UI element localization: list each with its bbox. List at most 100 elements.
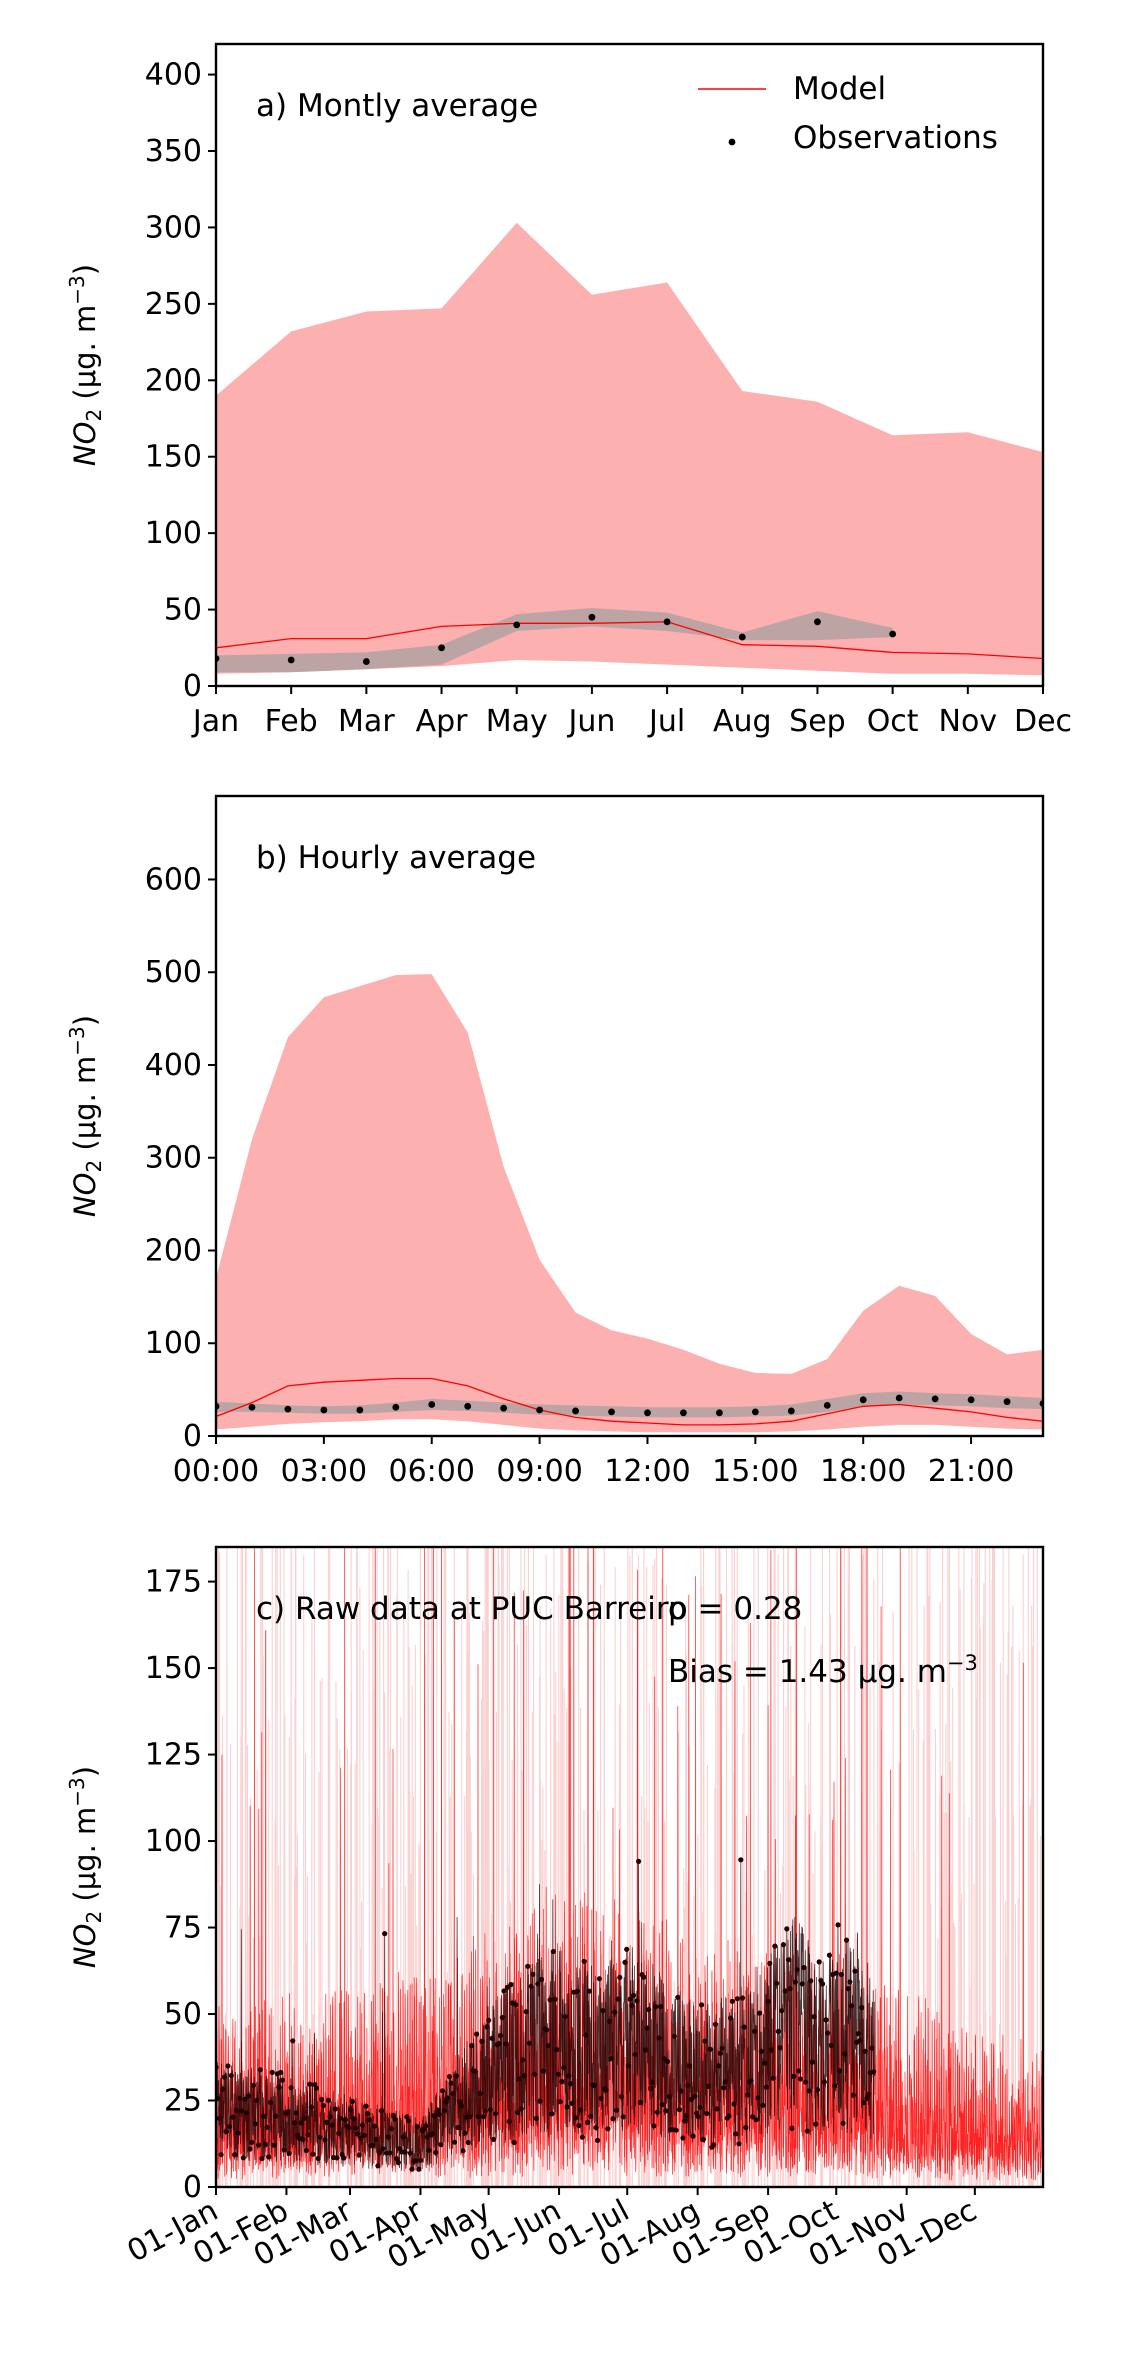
y-tick-label: 125 bbox=[145, 1738, 202, 1773]
observation-point bbox=[302, 2115, 308, 2121]
observation-point bbox=[453, 2073, 459, 2079]
observation-point bbox=[378, 2108, 384, 2114]
observation-point bbox=[663, 2108, 669, 2114]
observation-point bbox=[503, 2041, 509, 2047]
observation-point bbox=[462, 2130, 468, 2136]
observation-point bbox=[774, 1980, 780, 1986]
observation-point bbox=[743, 2124, 749, 2131]
x-tick-label: Jan bbox=[191, 704, 239, 739]
observation-point bbox=[637, 2099, 643, 2105]
observation-point bbox=[315, 2155, 321, 2162]
observation-point bbox=[356, 2152, 362, 2158]
observation-point bbox=[840, 2120, 846, 2126]
observation-point bbox=[792, 1979, 799, 1985]
observation-point bbox=[785, 1957, 792, 1963]
observation-point bbox=[607, 2018, 613, 2024]
panel-title: b) Hourly average bbox=[256, 840, 536, 876]
observation-point bbox=[521, 2073, 528, 2079]
observation-point bbox=[370, 2142, 376, 2148]
observation-point bbox=[750, 2114, 756, 2120]
observation-point bbox=[561, 2065, 567, 2071]
observation-point bbox=[675, 1994, 681, 2000]
y-tick-label: 150 bbox=[145, 440, 202, 475]
observation-point bbox=[835, 1922, 841, 1928]
x-tick-label: Apr bbox=[416, 704, 469, 739]
observation-point bbox=[588, 2113, 594, 2119]
observation-point bbox=[647, 2085, 654, 2091]
observation-point bbox=[811, 2014, 817, 2020]
observation-point bbox=[317, 2134, 323, 2140]
observation-point bbox=[291, 2120, 297, 2126]
observation-point bbox=[441, 2107, 447, 2114]
observation-point bbox=[443, 2099, 449, 2105]
observation-point bbox=[741, 2024, 747, 2030]
observation-point bbox=[423, 2123, 429, 2129]
observation-point bbox=[758, 2048, 764, 2054]
observation-point bbox=[257, 2067, 263, 2073]
x-tick-label: Nov bbox=[939, 704, 998, 739]
observation-point bbox=[334, 2155, 340, 2161]
legend-model-label: Model bbox=[793, 71, 886, 107]
observation-point bbox=[460, 2148, 466, 2154]
observation-point bbox=[683, 2112, 689, 2119]
observation-point bbox=[233, 2107, 239, 2113]
observation-point bbox=[838, 1971, 845, 1978]
observation-point bbox=[736, 2141, 742, 2147]
observation-point bbox=[869, 2045, 875, 2051]
observation-point bbox=[436, 2111, 442, 2117]
observation-point bbox=[221, 2074, 228, 2080]
observation-point bbox=[695, 2114, 701, 2120]
observation-point bbox=[813, 2121, 819, 2127]
observation-point bbox=[390, 2112, 396, 2118]
observation-point bbox=[545, 2043, 551, 2049]
observation-point bbox=[697, 2104, 703, 2110]
x-tick-label: Jun bbox=[566, 704, 615, 739]
observation-point bbox=[576, 2122, 582, 2129]
observation-point bbox=[578, 2107, 584, 2113]
observation-point bbox=[267, 2099, 274, 2105]
observation-point bbox=[501, 1988, 507, 1994]
observation-point bbox=[319, 2096, 325, 2103]
observation-point bbox=[286, 2150, 292, 2156]
observation-point bbox=[625, 2063, 632, 2069]
observation-point bbox=[426, 2147, 432, 2153]
observation-point bbox=[595, 2137, 601, 2143]
observation-point bbox=[489, 2035, 495, 2041]
observation-point bbox=[651, 2123, 657, 2129]
observation-point bbox=[377, 2150, 383, 2156]
x-tick-label: 09:00 bbox=[496, 1454, 582, 1489]
observation-point bbox=[458, 2103, 464, 2109]
y-tick-label: 100 bbox=[145, 1824, 202, 1859]
observation-point bbox=[644, 2025, 650, 2031]
observation-point bbox=[465, 2139, 471, 2146]
observation-point bbox=[567, 2081, 574, 2087]
observation-point bbox=[227, 2123, 233, 2130]
observation-point bbox=[755, 2095, 761, 2101]
observation-point bbox=[656, 2035, 662, 2041]
observation-point bbox=[794, 1967, 800, 1973]
observation-point bbox=[279, 2077, 286, 2083]
observation-point bbox=[753, 2117, 759, 2123]
observation-point bbox=[605, 2126, 611, 2132]
observation-point bbox=[452, 2139, 458, 2145]
observation-point bbox=[244, 2110, 250, 2116]
y-tick-label: 500 bbox=[145, 955, 202, 990]
observation-point bbox=[699, 2002, 705, 2008]
observation-point bbox=[615, 1996, 621, 2002]
observation-point bbox=[346, 2125, 352, 2131]
observation-point bbox=[329, 2122, 335, 2128]
observation-point bbox=[583, 2032, 589, 2038]
observation-point bbox=[348, 2107, 354, 2113]
observation-point bbox=[714, 2106, 720, 2112]
y-tick-label: 350 bbox=[145, 134, 202, 169]
observation-point bbox=[310, 2151, 316, 2157]
observation-point bbox=[777, 2045, 783, 2051]
observation-point bbox=[499, 2014, 505, 2021]
observation-point bbox=[487, 2107, 493, 2113]
observation-point bbox=[685, 2083, 691, 2089]
observation-point bbox=[620, 2114, 626, 2120]
observation-point bbox=[617, 1974, 623, 1980]
observation-point bbox=[642, 2047, 649, 2053]
observation-point bbox=[325, 2097, 332, 2103]
